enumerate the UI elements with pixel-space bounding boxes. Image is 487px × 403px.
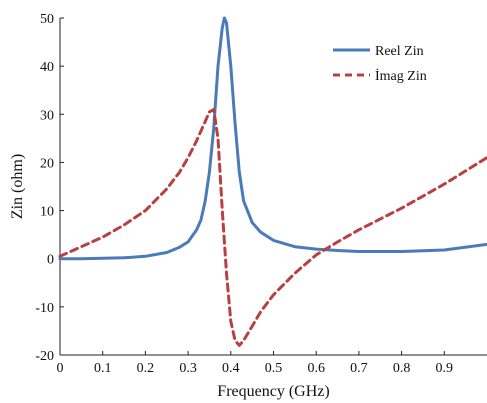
y-tick-label: 0: [47, 253, 54, 268]
y-tick-label: 20: [40, 156, 54, 171]
x-tick-label: 0.8: [393, 361, 411, 376]
y-axis-label: Zin (ohm): [9, 154, 26, 219]
y-tick-label: 10: [40, 205, 54, 220]
y-tick-label: 50: [40, 12, 54, 27]
x-axis-label: Frequency (GHz): [217, 383, 329, 400]
x-tick-label: 0: [57, 361, 64, 376]
x-tick-label: 0.4: [222, 361, 240, 376]
y-tick-label: -20: [35, 349, 54, 364]
y-tick-label: 40: [40, 60, 54, 75]
x-tick-label: 0.1: [94, 361, 112, 376]
legend: Reel Zin İmag Zin: [333, 44, 427, 84]
x-tick-label: 0.5: [265, 361, 283, 376]
legend-label-reel-zin: Reel Zin: [375, 44, 424, 59]
x-tick-label: 0.3: [179, 361, 197, 376]
x-tick-label: 0.2: [137, 361, 155, 376]
series-line-imag-zin: [58, 108, 487, 347]
series-line-reel-zin: [58, 16, 487, 261]
x-tick-label: 0.9: [436, 361, 454, 376]
series-layer: [58, 16, 487, 347]
plot-axes: [59, 17, 487, 356]
legend-label-imag-zin: İmag Zin: [375, 68, 427, 84]
x-tick-label: 0.6: [307, 361, 325, 376]
y-tick-label: 30: [40, 108, 54, 123]
tick-labels: 0 0.1 0.2 0.3 0.4 0.5 0.6 0.7 0.8 0.9 -20 -10 0 10 20 3…: [35, 12, 453, 376]
x-tick-label: 0.7: [350, 361, 368, 376]
y-tick-label: -10: [35, 301, 54, 316]
